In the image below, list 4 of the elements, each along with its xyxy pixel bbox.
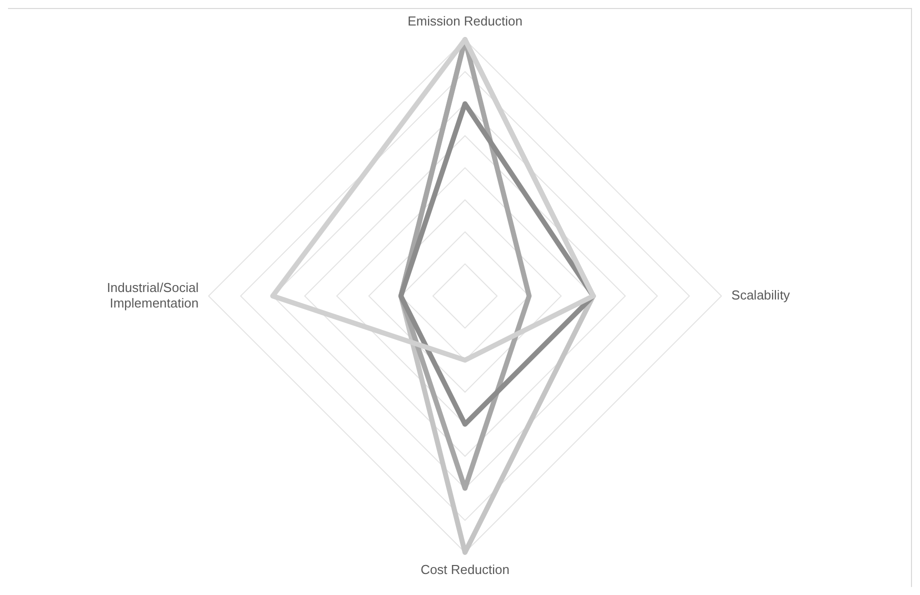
spoke-label: Scalability bbox=[731, 288, 790, 303]
spoke-label: Emission Reduction bbox=[408, 13, 522, 28]
spoke-label: Industrial/Social Implementation bbox=[106, 280, 199, 310]
spoke-label: Cost Reduction bbox=[420, 562, 510, 577]
